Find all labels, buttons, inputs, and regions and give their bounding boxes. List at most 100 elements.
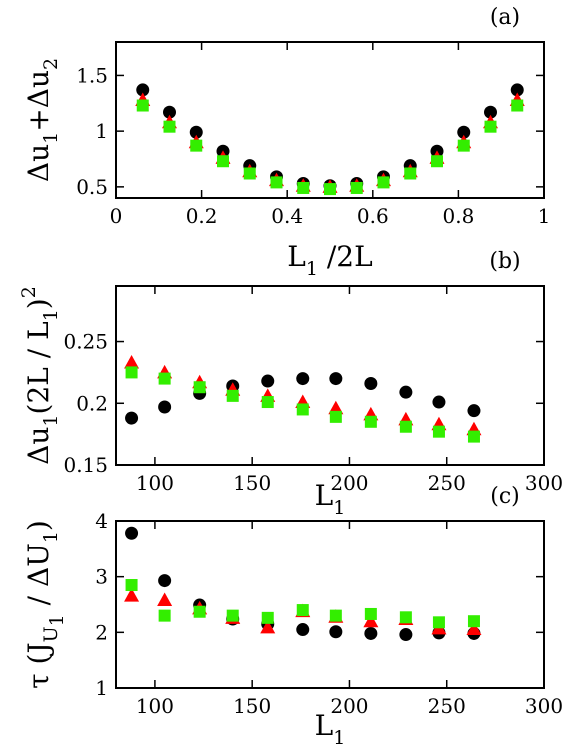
- y-axis-label: Δu1(2L / L1)2: [18, 286, 62, 465]
- data-point-square: [136, 99, 149, 112]
- y-tick-label: 1.5: [76, 63, 108, 87]
- y-axis-label-part: / ΔU: [22, 543, 55, 614]
- x-tick-label: 150: [233, 471, 271, 495]
- x-axis-label: L1: [315, 709, 346, 749]
- y-axis-label-part: Δu: [22, 144, 55, 182]
- data-point-square: [467, 615, 480, 628]
- y-axis-label: Δu1+Δu2: [22, 58, 62, 182]
- y-tick-label: 3: [95, 565, 108, 589]
- x-tick-label: 0.6: [357, 204, 389, 228]
- plot-frame: [115, 520, 545, 689]
- x-tick-label: 0.8: [442, 204, 474, 228]
- y-tick-label: 0.2: [76, 391, 108, 415]
- panel-label: (b): [489, 249, 520, 274]
- data-point-circle: [125, 526, 139, 540]
- data-point-square: [243, 167, 256, 180]
- data-point-square: [511, 99, 524, 112]
- x-axis-label-subscript: 1: [333, 727, 345, 749]
- data-point-triangle: [328, 400, 344, 415]
- data-point-circle: [296, 372, 310, 386]
- x-axis-label: L1: [315, 479, 346, 519]
- data-point-circle: [125, 411, 139, 425]
- data-point-square: [377, 176, 390, 189]
- data-point-square: [404, 167, 417, 180]
- data-point-square: [270, 176, 283, 189]
- x-tick-label: 200: [330, 471, 368, 495]
- data-point-square: [226, 609, 239, 622]
- x-tick-label: 100: [136, 694, 174, 718]
- data-point-square: [261, 611, 274, 624]
- y-axis-label-part: U: [40, 626, 62, 642]
- data-point-square: [324, 183, 336, 196]
- data-point-triangle: [124, 355, 140, 369]
- data-point-circle: [399, 628, 413, 642]
- x-axis-label-main: L: [315, 479, 334, 512]
- x-tick-label: 100: [136, 471, 174, 495]
- x-tick-label: 250: [428, 694, 466, 718]
- data-point-square: [329, 609, 342, 622]
- data-point-triangle: [466, 621, 482, 635]
- x-tick-label: 150: [233, 694, 271, 718]
- x-axis-label-main: L: [287, 240, 306, 273]
- data-point-circle: [158, 574, 172, 588]
- data-point-square: [432, 425, 445, 438]
- data-point-square: [432, 616, 445, 629]
- data-point-square: [329, 410, 342, 423]
- data-point-square: [484, 120, 497, 133]
- y-tick-label: 2: [95, 620, 108, 644]
- y-axis-label-part: 2: [18, 286, 40, 298]
- data-point-triangle: [260, 619, 276, 634]
- y-axis-label-part: ): [22, 298, 55, 309]
- y-axis-label-part: ): [22, 520, 55, 531]
- x-tick-label: 0.2: [186, 204, 218, 228]
- panel-label: (c): [490, 484, 520, 509]
- data-point-circle: [296, 623, 310, 637]
- y-tick-label: 4: [95, 509, 108, 533]
- y-tick-label: 1: [95, 676, 108, 700]
- x-tick-label: 250: [428, 471, 466, 495]
- data-point-triangle: [363, 613, 379, 628]
- y-axis-label-part: 1: [40, 531, 62, 543]
- plot-frame: [115, 285, 545, 466]
- y-axis-label-part: 2: [40, 58, 62, 70]
- data-point-triangle: [157, 592, 173, 607]
- x-tick-label: 200: [330, 694, 368, 718]
- data-point-square: [158, 372, 171, 385]
- data-point-circle: [261, 374, 275, 388]
- x-axis-label-rest: /2L: [318, 240, 373, 273]
- data-point-square: [193, 605, 206, 618]
- data-point-square: [217, 155, 229, 168]
- data-point-circle: [467, 404, 481, 418]
- y-axis-label-part: 1: [40, 414, 62, 426]
- y-axis-label-part: 1: [46, 614, 68, 626]
- data-point-square: [226, 389, 239, 402]
- data-point-circle: [399, 385, 413, 399]
- data-point-circle: [158, 400, 172, 414]
- data-point-square: [261, 396, 274, 409]
- data-point-square: [190, 139, 203, 152]
- y-axis-label-part: τ (J: [22, 642, 55, 689]
- data-point-circle: [163, 105, 176, 119]
- x-tick-label: 300: [525, 694, 563, 718]
- x-axis-label-subscript: 1: [306, 258, 318, 280]
- data-point-square: [457, 139, 470, 152]
- data-point-circle: [329, 372, 343, 386]
- data-point-circle: [484, 105, 497, 119]
- x-tick-label: 0.4: [271, 204, 303, 228]
- data-point-square: [125, 366, 138, 379]
- data-point-circle: [457, 125, 471, 139]
- y-tick-label: 0.25: [63, 330, 108, 354]
- data-point-circle: [364, 377, 378, 391]
- data-point-circle: [432, 395, 446, 409]
- y-tick-label: 0.15: [63, 453, 108, 477]
- data-point-square: [364, 607, 377, 620]
- y-axis-label: τ (JU1 / ΔU1): [22, 520, 68, 689]
- data-point-square: [296, 403, 309, 416]
- data-point-circle: [189, 125, 203, 139]
- data-point-square: [467, 430, 480, 443]
- plot-frame: [115, 41, 545, 199]
- data-point-square: [364, 415, 377, 428]
